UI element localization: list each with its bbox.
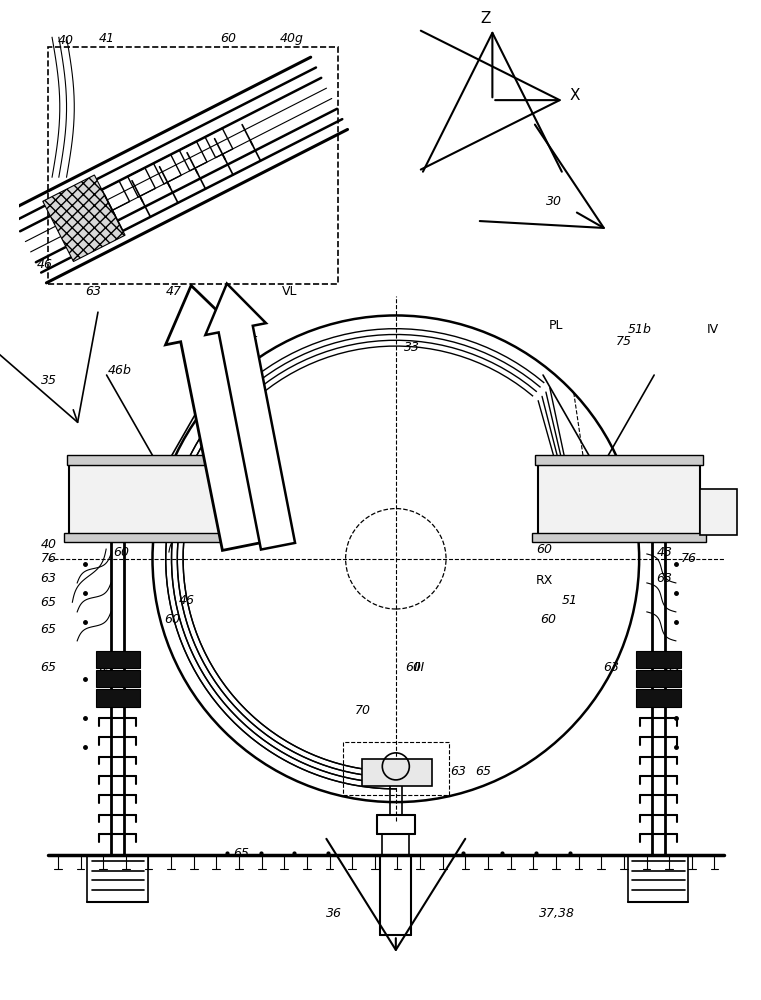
Text: 30: 30 [546, 195, 562, 208]
Text: 46: 46 [37, 258, 53, 271]
Bar [700, 489, 737, 535]
Text: 75: 75 [244, 335, 260, 348]
Polygon shape [166, 286, 264, 550]
Text: 46b: 46b [108, 364, 132, 377]
Bar [66, 455, 254, 465]
Text: 60: 60 [406, 661, 422, 674]
Text: 63: 63 [85, 285, 101, 298]
Text: 60: 60 [113, 546, 129, 559]
Text: Z: Z [481, 11, 491, 26]
Text: 63: 63 [450, 765, 466, 778]
Bar [538, 465, 700, 535]
Bar [636, 651, 680, 668]
Text: 63: 63 [657, 572, 673, 585]
Text: 63: 63 [603, 661, 619, 674]
Text: 70: 70 [355, 704, 371, 717]
Text: 46: 46 [179, 594, 195, 607]
Text: 76: 76 [680, 552, 696, 565]
Text: VL: VL [282, 285, 298, 298]
Text: RX: RX [536, 574, 553, 587]
Text: 33: 33 [403, 341, 419, 354]
Text: 40: 40 [58, 34, 74, 47]
Text: 65: 65 [475, 765, 491, 778]
Text: 51b: 51b [628, 323, 651, 336]
Text: 60: 60 [536, 543, 552, 556]
Text: 60: 60 [220, 32, 236, 45]
Text: 63: 63 [98, 661, 114, 674]
Text: X: X [570, 88, 580, 103]
Text: 37,38: 37,38 [539, 907, 575, 920]
Text: 60: 60 [540, 613, 556, 626]
Bar [69, 465, 251, 535]
Bar [532, 533, 705, 542]
Text: 40: 40 [40, 538, 56, 551]
Text: 60: 60 [164, 613, 180, 626]
Text: 40g: 40g [280, 32, 304, 45]
Text: 63: 63 [40, 572, 56, 585]
Bar [48, 47, 338, 284]
Text: 65: 65 [40, 596, 56, 609]
Text: SU: SU [169, 464, 184, 474]
Text: 75: 75 [616, 335, 632, 348]
Text: SU: SU [605, 464, 621, 474]
Text: 65: 65 [234, 847, 250, 860]
Text: III: III [413, 661, 425, 674]
Text: 51: 51 [562, 594, 578, 607]
Text: 76: 76 [40, 552, 56, 565]
Text: 35: 35 [40, 374, 56, 387]
Polygon shape [43, 175, 125, 262]
Text: 41: 41 [98, 32, 114, 45]
Text: 65: 65 [664, 661, 680, 674]
Text: 47: 47 [166, 285, 182, 298]
Bar [96, 651, 140, 668]
Bar [636, 689, 680, 707]
Bar [636, 670, 680, 687]
Text: PL: PL [549, 319, 563, 332]
Text: 36: 36 [326, 907, 342, 920]
Bar [362, 759, 431, 786]
Text: IV: IV [707, 323, 719, 336]
Text: 43: 43 [657, 546, 673, 559]
Text: 65: 65 [40, 661, 56, 674]
Bar [96, 689, 140, 707]
Polygon shape [205, 284, 295, 550]
Text: 65: 65 [40, 623, 56, 636]
Bar [342, 742, 449, 795]
Bar [535, 455, 703, 465]
Bar [64, 533, 256, 542]
Bar [96, 670, 140, 687]
